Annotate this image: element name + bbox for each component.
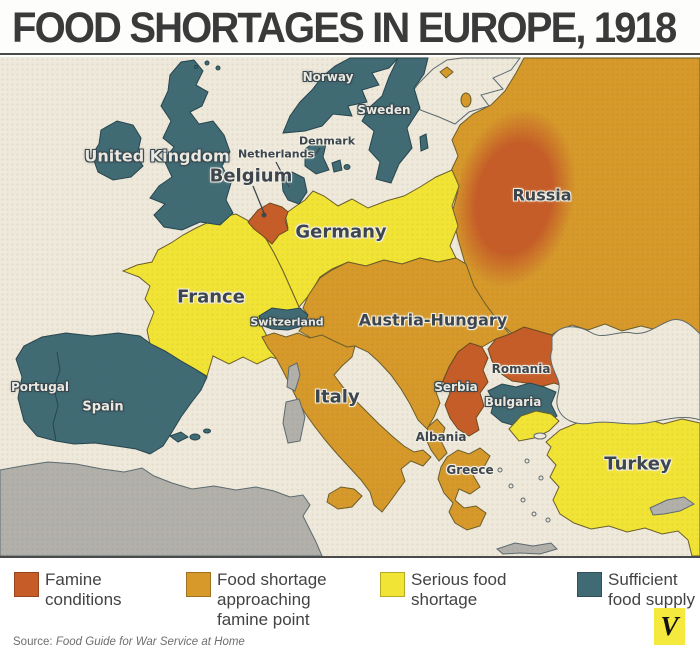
map-label-serbia: Serbia [434,380,478,394]
legend-label: Famine conditions [45,570,122,609]
map-label-greece: Greece [446,463,494,477]
country-italy [261,332,432,513]
map-label-romania: Romania [491,362,551,376]
islands-balearic [168,431,189,443]
leader-netherlands [275,161,290,188]
source-prefix: Source: [13,636,53,648]
country-switzerland [258,307,309,331]
map-label-denmark: Denmark [298,134,356,148]
island-mallorca [189,433,201,441]
country-serbia [442,342,489,437]
page-title: FOOD SHORTAGES IN EUROPE, 1918 [12,4,677,52]
map-label-russia: Russia [512,185,572,205]
danish-isles [331,159,343,173]
island-ireland [91,120,144,181]
country-spain [15,332,208,455]
country-sweden [361,57,429,184]
island-sardinia [282,398,306,444]
leader-denmark [312,147,321,159]
legend-label: Serious food shortage [411,570,507,609]
island-menorca [203,428,211,434]
map-label-austria-hungary: Austria-Hungary [358,310,508,330]
north-africa [0,461,323,556]
border-portugal-spain [52,351,61,442]
map-canvas [0,57,700,556]
island-corsica [286,362,301,392]
map-label-netherlands: Netherlands [237,147,315,161]
vox-logo-letter: V [660,611,679,641]
country-united-kingdom [149,59,234,231]
country-greece [437,447,491,531]
island-sicily [326,486,363,510]
country-turkey-thrace [508,410,560,442]
map-label-sweden: Sweden [357,103,411,117]
lake-ladoga [439,66,454,79]
country-belgium [247,202,289,245]
country-netherlands [281,171,308,205]
approaching-famine-swatch [186,572,211,597]
europe-map: United Kingdom Norway Sweden Denmark Net… [0,57,700,558]
leader-belgium [252,185,265,214]
russia-famine-zone [452,109,576,287]
source-credit: Source: Food Guide for War Service at Ho… [13,636,245,648]
country-denmark [304,141,330,175]
map-label-italy: Italy [314,386,360,408]
map-label-portugal: Portugal [10,380,70,394]
danish-isle-small [343,164,351,170]
map-label-turkey: Turkey [604,453,672,475]
map-label-bulgaria: Bulgaria [484,395,542,409]
map-label-germany: Germany [295,221,387,243]
lake-onega [460,92,472,108]
island-shetland [215,65,221,71]
header: FOOD SHORTAGES IN EUROPE, 1918 [0,0,700,55]
legend: Famine conditions Food shortage approach… [0,558,700,653]
serious-shortage-swatch [380,572,405,597]
famine-swatch [14,572,39,597]
map-label-united-kingdom: United Kingdom [84,146,230,166]
legend-label: Sufficient food supply [608,570,695,609]
sufficient-supply-swatch [577,572,602,597]
vox-logo: V [654,608,685,645]
black-sea [550,318,700,425]
leader-belgium-dot [261,212,267,218]
source-title: Food Guide for War Service at Home [55,636,245,648]
map-label-spain: Spain [82,399,124,415]
island-cyprus [649,496,695,516]
map-label-france: France [177,286,245,308]
sea-of-marmara [533,432,547,440]
map-label-albania: Albania [415,430,467,444]
legend-label: Food shortage approaching famine point [217,570,327,629]
island-orkney [204,60,210,66]
aegean-islands [497,458,551,523]
map-label-belgium: Belgium [209,165,293,187]
island-gotland [419,133,429,152]
island-hebrides [194,65,198,69]
country-finland [406,57,521,125]
map-label-switzerland: Switzerland [250,315,324,329]
island-crete [495,542,558,555]
map-label-norway: Norway [302,70,354,84]
country-albania [425,418,448,462]
country-norway [282,57,400,134]
